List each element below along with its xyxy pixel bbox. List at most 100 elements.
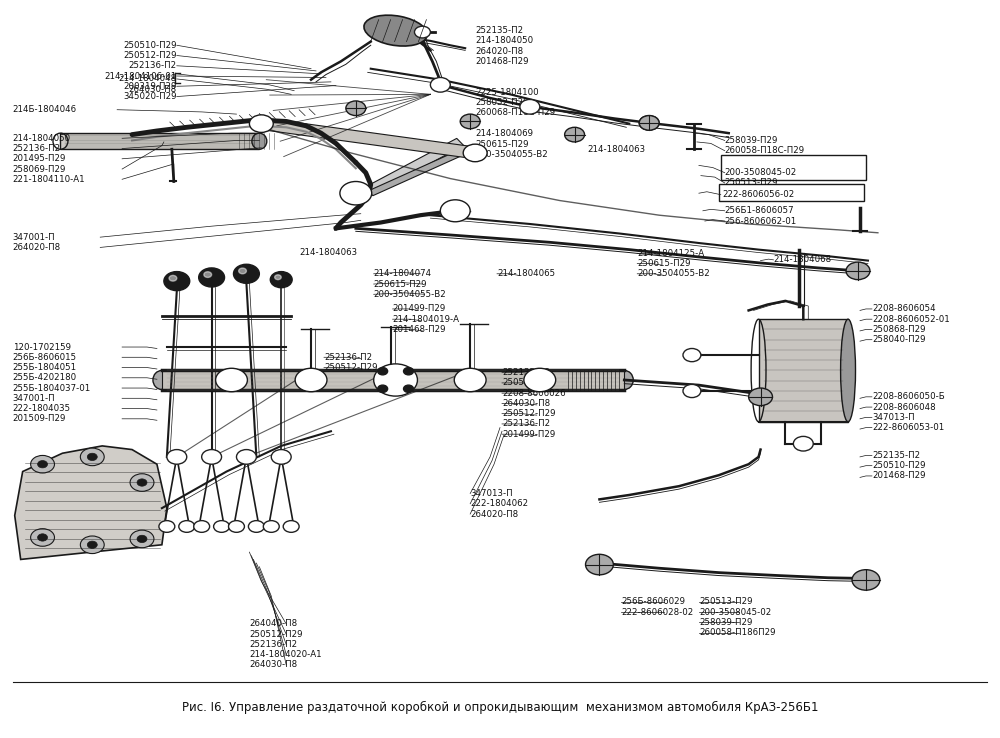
Text: 214-1804019-А: 214-1804019-А xyxy=(393,314,460,324)
Text: 250615-П29: 250615-П29 xyxy=(475,139,529,148)
Text: 214-1804048: 214-1804048 xyxy=(119,75,177,83)
Text: 258040-П29: 258040-П29 xyxy=(872,335,925,344)
Circle shape xyxy=(159,520,175,532)
Circle shape xyxy=(283,520,299,532)
Circle shape xyxy=(87,541,97,548)
Text: 2208-8606054: 2208-8606054 xyxy=(872,305,936,314)
Text: 222-1804062: 222-1804062 xyxy=(470,500,528,508)
Text: 200319-П29: 200319-П29 xyxy=(123,82,177,91)
Text: 250513-П29: 250513-П29 xyxy=(725,179,778,187)
Circle shape xyxy=(683,348,701,362)
Text: 214Б-1804046: 214Б-1804046 xyxy=(13,106,77,114)
Text: 2208-8606052-01: 2208-8606052-01 xyxy=(872,314,950,324)
Text: 214-1804068: 214-1804068 xyxy=(773,255,832,264)
Circle shape xyxy=(248,520,264,532)
Circle shape xyxy=(271,449,291,464)
Text: 250512-П29: 250512-П29 xyxy=(123,51,177,60)
Text: 260058-П18С-П29: 260058-П18С-П29 xyxy=(725,146,805,155)
Ellipse shape xyxy=(153,370,171,390)
Text: 347001-П: 347001-П xyxy=(13,232,55,241)
Circle shape xyxy=(375,368,407,392)
Circle shape xyxy=(404,385,413,393)
Text: 264020-П8: 264020-П8 xyxy=(475,46,523,55)
Circle shape xyxy=(639,116,659,130)
Text: 250513-П29: 250513-П29 xyxy=(699,598,752,607)
Polygon shape xyxy=(367,139,464,193)
Text: 222-1804035: 222-1804035 xyxy=(13,404,71,413)
Text: 252135-П2: 252135-П2 xyxy=(502,368,550,377)
Text: 347001-П: 347001-П xyxy=(13,394,55,403)
Circle shape xyxy=(639,116,659,130)
Bar xyxy=(60,133,259,149)
Circle shape xyxy=(404,368,413,375)
Text: 252136-П2: 252136-П2 xyxy=(249,640,298,649)
Text: 200-3504055-В2: 200-3504055-В2 xyxy=(374,290,446,299)
Text: 200-3504055-В2: 200-3504055-В2 xyxy=(475,150,548,159)
Text: 264030-П8: 264030-П8 xyxy=(502,399,550,408)
Text: 250615-П29: 250615-П29 xyxy=(374,280,427,289)
Text: 222-8606056-02: 222-8606056-02 xyxy=(723,190,795,199)
Circle shape xyxy=(229,520,244,532)
Circle shape xyxy=(130,474,154,492)
Text: 256-8606062-01: 256-8606062-01 xyxy=(725,216,797,226)
Circle shape xyxy=(38,534,48,541)
Circle shape xyxy=(374,364,417,396)
Text: 214-1804063: 214-1804063 xyxy=(299,248,357,257)
Text: 200-3504055-В2: 200-3504055-В2 xyxy=(637,269,710,278)
Circle shape xyxy=(414,27,430,38)
Circle shape xyxy=(295,368,327,392)
Text: 201468-П29: 201468-П29 xyxy=(475,57,529,66)
Circle shape xyxy=(199,268,225,287)
Text: 250868-П29: 250868-П29 xyxy=(872,325,925,334)
Circle shape xyxy=(239,268,246,274)
Text: 214-1804065: 214-1804065 xyxy=(497,269,555,278)
Text: 250615-П29: 250615-П29 xyxy=(637,259,691,268)
Text: 255Б-1804051: 255Б-1804051 xyxy=(13,363,77,372)
Text: 250510-П29: 250510-П29 xyxy=(872,461,925,470)
Text: 252136-П2: 252136-П2 xyxy=(13,144,61,153)
Bar xyxy=(759,320,848,421)
Text: 255Б-4202180: 255Б-4202180 xyxy=(13,373,77,382)
Text: 201495-П29: 201495-П29 xyxy=(13,154,66,163)
Circle shape xyxy=(31,455,54,473)
Text: 260068-П18С-П29: 260068-П18С-П29 xyxy=(475,108,555,117)
Text: 258039-П29: 258039-П29 xyxy=(725,136,778,145)
Text: 222-8606028-02: 222-8606028-02 xyxy=(621,607,694,617)
Circle shape xyxy=(460,114,480,128)
Text: 250510-П29: 250510-П29 xyxy=(502,379,555,387)
Circle shape xyxy=(520,100,540,114)
Polygon shape xyxy=(15,446,167,559)
Text: 200-3508045-02: 200-3508045-02 xyxy=(725,168,797,177)
Text: 201499-П29: 201499-П29 xyxy=(393,305,446,314)
Circle shape xyxy=(463,144,487,162)
Circle shape xyxy=(179,520,195,532)
Circle shape xyxy=(194,520,210,532)
Circle shape xyxy=(586,554,613,575)
Circle shape xyxy=(430,77,450,92)
Text: 255Б-1804037-01: 255Б-1804037-01 xyxy=(13,384,91,393)
Circle shape xyxy=(31,528,54,546)
Circle shape xyxy=(249,115,273,132)
Polygon shape xyxy=(162,370,624,390)
Polygon shape xyxy=(369,151,462,196)
Circle shape xyxy=(216,368,247,392)
Text: 120-1702159: 120-1702159 xyxy=(13,342,71,351)
Polygon shape xyxy=(260,118,477,159)
Text: 258052-П29: 258052-П29 xyxy=(475,98,529,107)
Circle shape xyxy=(233,264,259,283)
Circle shape xyxy=(204,272,212,277)
Circle shape xyxy=(346,101,366,116)
Text: 2225-1804100: 2225-1804100 xyxy=(475,88,539,97)
Text: 252136-П2: 252136-П2 xyxy=(324,353,372,362)
Circle shape xyxy=(378,385,388,393)
Circle shape xyxy=(793,436,813,451)
Circle shape xyxy=(164,272,190,291)
Circle shape xyxy=(270,272,292,288)
Circle shape xyxy=(852,570,880,590)
Text: 345020-П29: 345020-П29 xyxy=(123,92,177,101)
Text: 214-1804125-А: 214-1804125-А xyxy=(637,249,704,258)
Text: 214-1804063: 214-1804063 xyxy=(588,145,646,154)
Text: 256Б-8606029: 256Б-8606029 xyxy=(621,598,685,607)
Text: 347013-П: 347013-П xyxy=(470,489,513,498)
Text: 214-1804020-А1: 214-1804020-А1 xyxy=(249,650,322,659)
